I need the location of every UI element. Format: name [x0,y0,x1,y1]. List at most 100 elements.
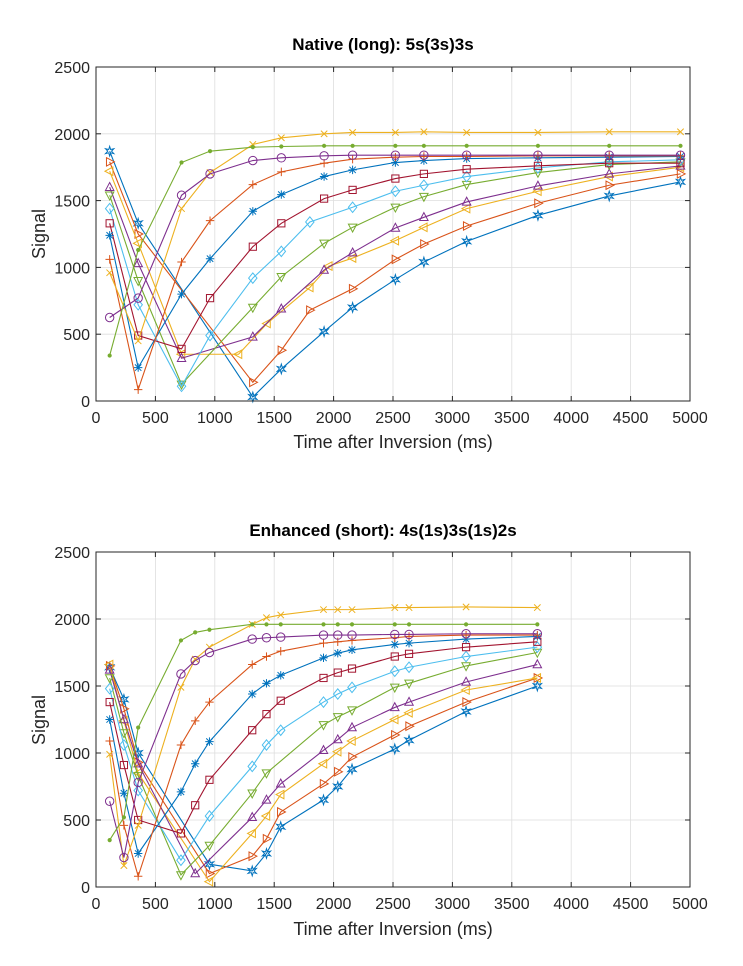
series-line [109,664,538,875]
data-point [391,152,400,162]
data-point [319,264,330,274]
data-point [133,849,143,858]
data-point [678,143,683,148]
data-point [177,257,186,267]
data-point [391,254,402,265]
data-point [533,161,543,170]
data-point [348,606,356,614]
data-point [333,630,343,640]
data-point [464,143,469,148]
data-point [133,757,144,768]
data-point [419,150,429,160]
data-point [404,629,414,640]
x-tick-label: 2500 [375,410,411,427]
x-tick-label: 4000 [553,896,589,913]
data-point [348,185,357,195]
data-point [349,622,355,627]
data-point [247,331,258,341]
series-line [109,166,681,355]
data-point [461,629,471,639]
data-point [247,272,258,285]
y-tick-label: 1500 [54,194,90,211]
data-point [176,190,187,200]
x-tick-label: 2000 [316,896,352,913]
data-point [279,144,284,149]
series-line [109,155,681,370]
data-point [461,676,472,686]
data-point [319,239,330,250]
data-point [276,696,285,705]
data-point [121,815,127,820]
y-axis-label: Signal [29,695,49,745]
data-point [535,622,540,627]
series-s1 [104,660,544,878]
chart-title: Native (long): 5s(3s)3s [292,35,473,54]
data-point [261,769,272,779]
data-point [348,751,358,763]
data-point [275,362,287,376]
data-point [277,345,288,356]
y-tick-label: 500 [63,327,90,344]
data-point [347,150,358,160]
data-point [390,203,401,214]
data-point [133,784,144,797]
data-point [277,134,285,142]
data-point [420,128,428,136]
x-tick-label: 0 [92,410,101,427]
series-line [109,633,538,858]
data-point [332,688,343,701]
x-tick-label: 500 [142,896,169,913]
y-tick-label: 2500 [54,60,90,77]
data-point [204,809,215,822]
data-point [205,775,214,784]
data-point [462,165,471,174]
data-point [390,640,399,649]
data-point [205,216,215,225]
series-line [109,641,538,835]
data-point [346,721,358,732]
data-point [531,679,544,693]
data-point [332,733,343,744]
data-point [346,762,358,776]
data-point [460,684,470,696]
data-point [179,160,184,165]
data-point [261,633,272,643]
series-s2 [105,156,687,388]
data-point [274,789,285,800]
data-point [674,175,687,189]
data-point [462,603,470,611]
data-point [318,696,329,709]
data-point [391,128,399,137]
data-point [105,736,114,746]
data-point [393,143,398,148]
y-tick-label: 0 [81,394,90,411]
series-line [109,646,538,862]
data-point [390,185,401,198]
x-tick-label: 3500 [494,410,530,427]
series-s12 [107,143,683,358]
data-point [404,638,414,648]
series-s7 [105,637,542,838]
data-point [132,216,144,230]
data-point [104,191,115,202]
data-point [418,255,430,269]
data-point [404,696,415,706]
data-point [390,222,401,232]
data-point [277,190,286,199]
data-point [318,324,330,339]
data-point [133,293,143,303]
data-point [134,821,142,829]
x-tick-label: 3000 [435,896,471,913]
data-point [531,672,542,683]
data-point [232,349,243,360]
data-point [277,219,286,228]
data-point [347,645,357,655]
data-point [118,713,129,724]
data-point [276,303,287,313]
data-point [319,778,330,789]
data-point [532,180,543,190]
data-point [348,283,359,294]
data-point [262,710,271,719]
data-point [248,726,257,735]
data-point [420,238,430,250]
